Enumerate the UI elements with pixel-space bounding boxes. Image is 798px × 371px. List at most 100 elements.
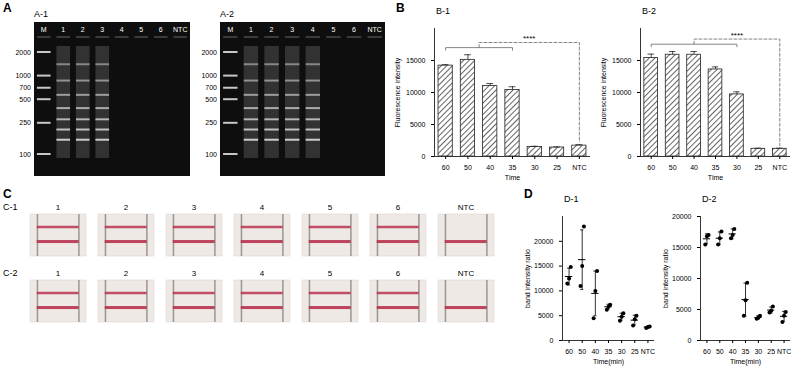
- svg-text:15000: 15000: [406, 57, 426, 64]
- svg-text:10000: 10000: [612, 89, 632, 96]
- svg-text:C-2: C-2: [3, 268, 18, 278]
- svg-text:25: 25: [754, 164, 762, 171]
- svg-text:5: 5: [331, 26, 335, 33]
- svg-text:60: 60: [565, 348, 573, 355]
- svg-text:NTC: NTC: [367, 26, 381, 33]
- svg-text:40: 40: [591, 348, 599, 355]
- svg-text:4: 4: [120, 26, 124, 33]
- svg-text:10000: 10000: [406, 89, 426, 96]
- svg-text:60: 60: [442, 164, 450, 171]
- svg-text:250: 250: [19, 119, 31, 126]
- svg-text:6: 6: [396, 203, 401, 212]
- svg-text:A-1: A-1: [34, 9, 48, 19]
- svg-text:1000: 1000: [201, 72, 217, 79]
- svg-text:0: 0: [550, 337, 554, 344]
- svg-text:15000: 15000: [534, 262, 554, 269]
- svg-text:5: 5: [328, 203, 333, 212]
- svg-text:20000: 20000: [534, 238, 554, 245]
- svg-text:2: 2: [124, 269, 129, 278]
- svg-text:B-2: B-2: [642, 6, 656, 16]
- svg-text:6: 6: [159, 26, 163, 33]
- svg-text:40: 40: [729, 348, 737, 355]
- svg-text:50: 50: [464, 164, 472, 171]
- svg-text:5000: 5000: [410, 121, 426, 128]
- svg-text:30: 30: [618, 348, 626, 355]
- svg-text:30: 30: [733, 164, 741, 171]
- svg-text:35: 35: [605, 348, 613, 355]
- svg-text:Time: Time: [708, 174, 723, 181]
- svg-text:40: 40: [486, 164, 494, 171]
- svg-text:10000: 10000: [672, 275, 692, 282]
- svg-text:****: ****: [731, 31, 743, 40]
- svg-text:Fluorescence intensity: Fluorescence intensity: [600, 57, 608, 127]
- svg-text:B: B: [396, 1, 405, 15]
- svg-text:0: 0: [688, 337, 692, 344]
- svg-text:100: 100: [19, 151, 31, 158]
- svg-text:50: 50: [578, 348, 586, 355]
- svg-text:D-2: D-2: [702, 194, 717, 204]
- svg-text:25: 25: [631, 348, 639, 355]
- svg-text:NTC: NTC: [773, 164, 787, 171]
- svg-text:35: 35: [509, 164, 517, 171]
- svg-text:NTC: NTC: [173, 26, 187, 33]
- svg-text:15000: 15000: [672, 244, 692, 251]
- svg-text:15000: 15000: [612, 57, 632, 64]
- svg-text:1: 1: [56, 269, 61, 278]
- svg-text:30: 30: [531, 164, 539, 171]
- svg-text:Time: Time: [505, 174, 520, 181]
- svg-text:6: 6: [352, 26, 356, 33]
- svg-text:NTC: NTC: [458, 269, 475, 278]
- svg-text:25: 25: [767, 348, 775, 355]
- svg-text:1: 1: [249, 26, 253, 33]
- svg-text:5000: 5000: [676, 306, 692, 313]
- svg-text:D: D: [524, 187, 533, 201]
- svg-text:M: M: [41, 26, 47, 33]
- svg-text:25: 25: [553, 164, 561, 171]
- svg-text:50: 50: [716, 348, 724, 355]
- svg-text:4: 4: [260, 269, 265, 278]
- svg-text:5: 5: [139, 26, 143, 33]
- svg-text:band intensity ratio: band intensity ratio: [662, 249, 670, 308]
- svg-text:40: 40: [690, 164, 698, 171]
- svg-text:band intensity ratio: band intensity ratio: [524, 249, 532, 308]
- svg-text:2000: 2000: [15, 49, 31, 56]
- svg-text:2: 2: [81, 26, 85, 33]
- svg-text:M: M: [227, 26, 233, 33]
- svg-text:3: 3: [192, 269, 197, 278]
- svg-text:3: 3: [100, 26, 104, 33]
- svg-text:D-1: D-1: [564, 194, 579, 204]
- svg-text:50: 50: [669, 164, 677, 171]
- svg-text:1: 1: [56, 203, 61, 212]
- svg-text:500: 500: [205, 96, 217, 103]
- svg-text:60: 60: [703, 348, 711, 355]
- svg-text:10000: 10000: [534, 287, 554, 294]
- svg-text:5000: 5000: [616, 121, 632, 128]
- svg-text:B-1: B-1: [436, 6, 450, 16]
- svg-text:2: 2: [124, 203, 129, 212]
- svg-text:4: 4: [260, 203, 265, 212]
- svg-text:35: 35: [712, 164, 720, 171]
- svg-text:0: 0: [628, 153, 632, 160]
- svg-text:A: A: [3, 1, 12, 15]
- svg-text:NTC: NTC: [777, 348, 791, 355]
- svg-text:1: 1: [61, 26, 65, 33]
- svg-text:****: ****: [523, 34, 535, 43]
- svg-text:250: 250: [205, 119, 217, 126]
- svg-text:C: C: [3, 187, 12, 201]
- svg-text:Fluorescence intensity: Fluorescence intensity: [394, 57, 402, 127]
- svg-text:5000: 5000: [538, 312, 554, 319]
- svg-text:700: 700: [205, 84, 217, 91]
- svg-text:3: 3: [290, 26, 294, 33]
- svg-text:0: 0: [422, 153, 426, 160]
- svg-text:30: 30: [754, 348, 762, 355]
- svg-text:4: 4: [311, 26, 315, 33]
- svg-text:2: 2: [270, 26, 274, 33]
- svg-text:20000: 20000: [672, 213, 692, 220]
- svg-text:NTC: NTC: [458, 203, 475, 212]
- svg-text:100: 100: [205, 151, 217, 158]
- svg-text:35: 35: [742, 348, 750, 355]
- svg-text:Time(min): Time(min): [730, 358, 761, 366]
- svg-text:700: 700: [19, 84, 31, 91]
- svg-text:A-2: A-2: [220, 9, 234, 19]
- svg-text:2000: 2000: [201, 49, 217, 56]
